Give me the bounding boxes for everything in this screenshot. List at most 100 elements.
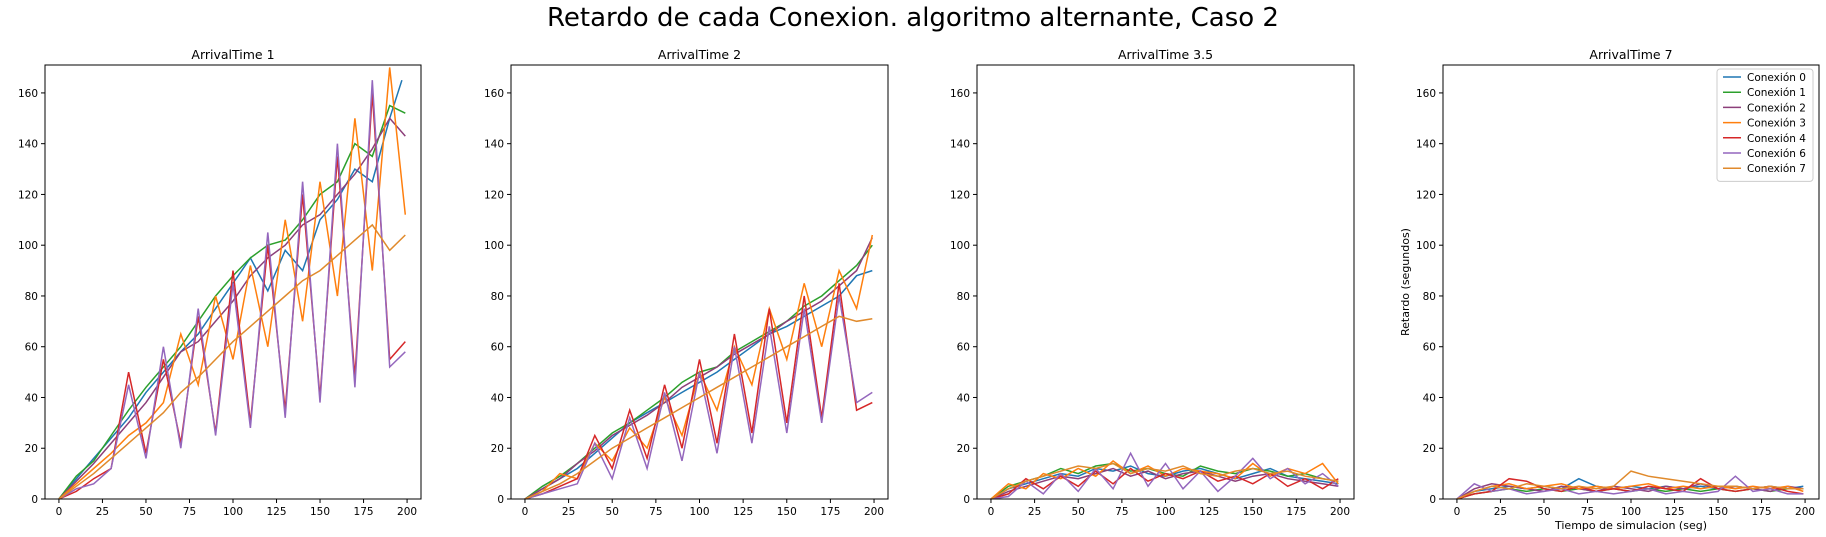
series-line-2-2 [524,237,873,499]
x-tick-label: 125 [266,506,286,518]
legend: Conexión 0 Conexión 1 Conexión 2 Conexión 3… [1716,68,1814,182]
y-tick-label: 40 [491,392,504,404]
y-tick-label: 100 [484,240,504,252]
panel-title: ArrivalTime 1 [191,47,274,62]
y-tick-label: 0 [963,494,970,506]
y-tick-label: 160 [950,88,970,100]
legend-entry: Conexión 7 [1747,163,1806,175]
y-tick-label: 160 [18,88,38,100]
legend-entry: Conexión 4 [1747,133,1806,145]
x-tick-label: 175 [354,506,374,518]
y-tick-label: 80 [25,291,38,303]
x-tick-label: 125 [1199,506,1219,518]
panel-4: 0 25 50 75 100 125 150 175 200 0 20 40 60 80 100 120 140… [1399,47,1820,532]
panel-title: ArrivalTime 7 [1589,47,1672,62]
x-tick-label: 175 [820,506,840,518]
y-tick-label: 60 [957,342,970,354]
y-tick-label: 140 [484,139,504,151]
x-tick-label: 175 [1752,506,1772,518]
panel-title: ArrivalTime 3.5 [1118,47,1213,62]
series-line-1-6 [58,223,406,499]
y-tick-label: 20 [25,443,38,455]
series-line-3-4 [990,467,1339,499]
y-tick-label: 120 [484,189,504,201]
y-tick-label: 120 [950,189,970,201]
x-tick-label: 0 [1454,506,1461,518]
y-tick-label: 80 [1423,291,1436,303]
x-tick-label: 75 [1115,506,1128,518]
y-tick-label: 100 [18,240,38,252]
y-tick-label: 0 [497,494,504,506]
x-tick-label: 75 [183,506,196,518]
x-tick-label: 200 [397,506,417,518]
y-tick-label: 120 [1416,189,1436,201]
y-tick-label: 80 [957,291,970,303]
y-tick-label: 20 [491,443,504,455]
plot-frame [976,64,1355,500]
x-tick-label: 75 [649,506,662,518]
x-tick-label: 125 [1664,506,1684,518]
series-line-1-3 [58,67,407,499]
x-tick-label: 0 [56,506,63,518]
x-tick-label: 150 [1708,506,1728,518]
y-tick-label: 100 [950,240,970,252]
series-line-2-4 [524,283,873,499]
series-line-4-5 [1456,475,1804,499]
y-tick-label: 120 [18,189,38,201]
y-tick-label: 140 [950,139,970,151]
y-tick-label: 160 [1416,88,1436,100]
legend-entry: Conexión 1 [1747,87,1806,99]
x-tick-label: 100 [223,506,243,518]
x-tick-label: 25 [1494,506,1507,518]
x-tick-label: 50 [1072,506,1085,518]
x-tick-label: 25 [562,506,575,518]
x-tick-label: 150 [310,506,330,518]
series-line-1-2 [58,117,406,499]
y-tick-label: 160 [484,88,504,100]
y-tick-label: 60 [491,342,504,354]
legend-entry: Conexión 6 [1747,148,1806,160]
series-line-2-1 [524,244,873,499]
x-tick-label: 25 [1028,506,1041,518]
series-line-2-6 [524,315,873,499]
y-tick-label: 20 [957,443,970,455]
x-tick-label: 50 [1537,506,1550,518]
panel-2: 0 25 50 75 100 125 150 175 200 0 20 40 60 80 100 120 140… [484,47,889,518]
y-tick-label: 60 [1423,342,1436,354]
x-tick-label: 100 [689,506,709,518]
series-line-3-6 [990,462,1339,499]
series-line-3-2 [990,467,1339,499]
y-tick-label: 0 [1429,494,1436,506]
y-tick-label: 20 [1423,443,1436,455]
x-tick-label: 200 [1795,506,1815,518]
x-tick-label: 75 [1581,506,1594,518]
x-tick-label: 150 [777,506,797,518]
x-tick-label: 150 [1243,506,1263,518]
series-line-2-0 [524,269,873,499]
x-tick-label: 0 [522,506,529,518]
figure-title: Retardo de cada Conexion. algoritmo alte… [547,3,1279,33]
panel-title: ArrivalTime 2 [658,47,741,62]
x-tick-label: 200 [864,506,884,518]
x-tick-label: 50 [606,506,619,518]
legend-entry: Conexión 2 [1747,102,1806,114]
y-tick-label: 60 [25,342,38,354]
legend-entry: Conexión 0 [1747,72,1806,84]
y-tick-label: 40 [957,392,970,404]
y-tick-label: 100 [1416,240,1436,252]
x-tick-label: 125 [733,506,753,518]
legend-entry: Conexión 3 [1747,118,1806,130]
x-axis-label: Tiempo de simulacion (seg) [1554,519,1707,532]
series-line-4-6 [1456,470,1804,499]
x-tick-label: 175 [1286,506,1306,518]
panel-1: 0 25 50 75 100 125 150 175 200 0 20 40 60 80 100 120 140… [18,47,422,518]
y-tick-label: 140 [1416,139,1436,151]
y-tick-label: 140 [18,139,38,151]
x-tick-label: 100 [1155,506,1175,518]
y-tick-label: 40 [25,392,38,404]
x-tick-label: 25 [96,506,109,518]
y-tick-label: 80 [491,291,504,303]
series-line-1-5 [58,80,406,499]
y-axis-label: Retardo (segundos) [1399,228,1412,336]
